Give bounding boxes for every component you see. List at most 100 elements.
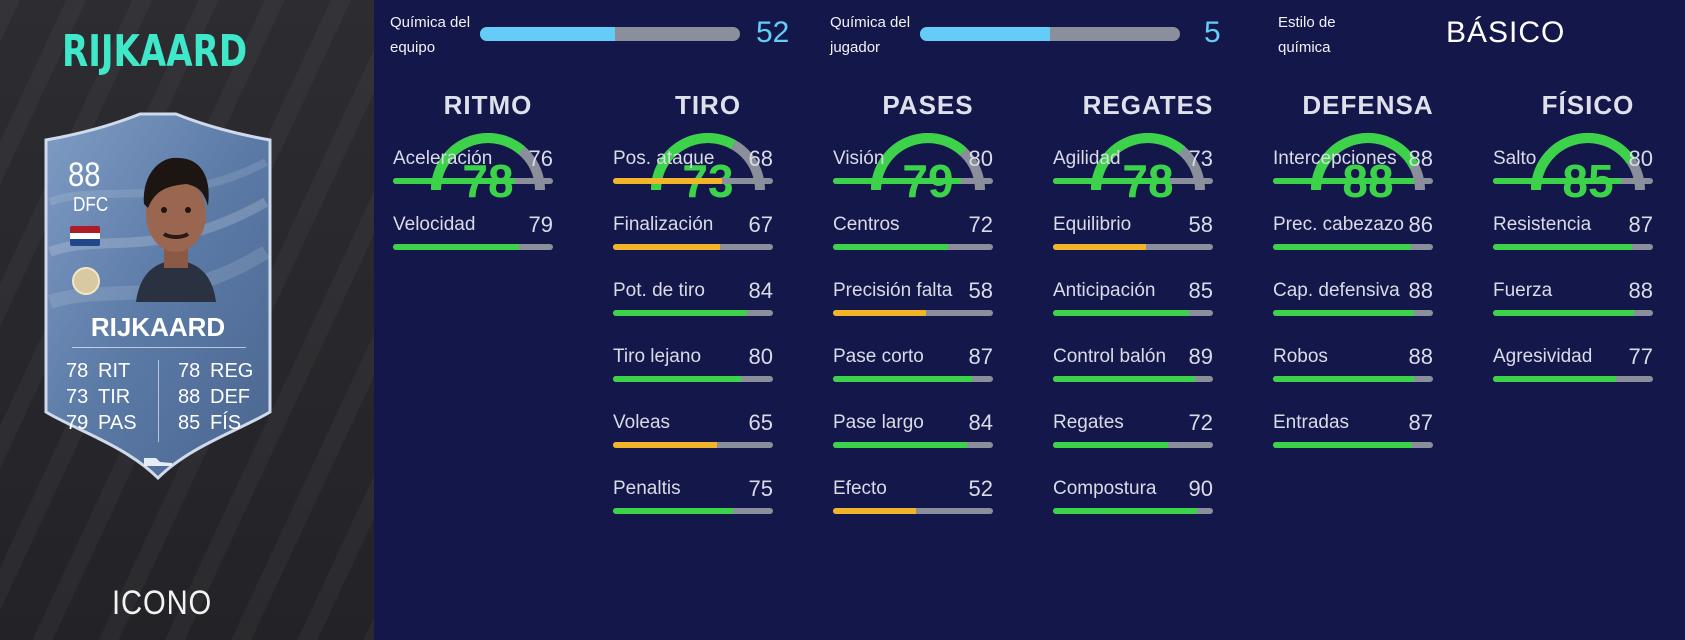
attribute-bar [393,178,553,184]
player-card: 88 DFC RIJKAARD 78 RIT 73 TIR 79 PAS 78 REG … [40,112,276,482]
attribute-name: Penaltis [613,478,681,499]
attribute-bar [1053,376,1213,382]
attribute-name: Precisión falta [833,280,953,301]
attribute-bar-fill [613,508,733,514]
attribute-value: 88 [1408,344,1433,369]
card-stat: 79 PAS [66,412,137,434]
category-gauge [431,133,545,191]
category-gauge [651,133,765,191]
attribute-name: Fuerza [1493,280,1553,301]
attribute-name: Centros [833,214,900,235]
attribute-bar-fill [393,244,520,250]
attribute-value: 84 [968,410,993,435]
attribute-name: Compostura [1053,478,1157,499]
attribute-value: 68 [748,146,773,171]
attribute-value: 80 [968,146,993,171]
attribute-bar [613,178,773,184]
attribute-name: Equilibrio [1053,214,1132,235]
attribute-value: 87 [1628,212,1653,237]
attribute-name: Visión [833,148,885,169]
attribute-value: 80 [1628,146,1653,171]
gauge-fill [651,133,736,191]
card-stat: 78 RIT [66,360,131,382]
card-divider [72,347,246,348]
attribute-name: Pos. ataque [613,148,715,169]
attribute-value: 90 [1188,476,1213,501]
attribute-value: 67 [748,212,773,237]
player-chem-label: Química del jugador [830,14,911,56]
attribute-bar [613,310,773,316]
attribute-bar [1493,376,1653,382]
attribute-bar [833,178,993,184]
attribute-bar [393,244,553,250]
player-chem-value: 5 [1204,16,1221,49]
attribute-value: 87 [1408,410,1433,435]
attribute-name: Entradas [1273,412,1350,433]
attribute-value: 65 [748,410,773,435]
attribute-value: 52 [968,476,993,501]
icon-badge-icon [72,267,100,295]
attribute-bar [1493,178,1653,184]
category-gauge [871,133,985,191]
attribute-name: Finalización [613,214,714,235]
attribute-value: 58 [968,278,993,303]
category-title: FÍSICO [1541,90,1635,120]
team-chem-label: Química del equipo [390,14,471,56]
card-stat: 73 TIR [66,386,131,408]
attribute-value: 72 [968,212,993,237]
attribute-bar [1053,442,1213,448]
attribute-bar-fill [1493,310,1634,316]
attribute-name: Pase largo [833,412,924,433]
category-gauge [1091,133,1205,191]
attribute-bar-fill [1273,310,1414,316]
gauge-fill [871,133,967,191]
attribute-bar [1053,244,1213,250]
attribute-bar-fill [613,376,741,382]
attribute-name: Control balón [1053,346,1167,367]
attribute-bar-fill [1053,310,1189,316]
attribute-bar-fill [1273,178,1414,184]
card-stat: 78 REG [178,360,254,382]
category-title: DEFENSA [1302,90,1434,120]
boot-icon [144,458,172,466]
attribute-bar [613,508,773,514]
attribute-value: 76 [528,146,553,171]
attribute-bar [1273,376,1433,382]
attribute-bar [1273,244,1433,250]
category-title: REGATES [1082,90,1214,120]
attribute-name: Voleas [613,412,671,433]
attribute-name: Agresividad [1493,346,1593,367]
attribute-bar-fill [1493,178,1621,184]
category-gauge [1531,133,1645,191]
attribute-bar [1273,178,1433,184]
attribute-name: Velocidad [393,214,476,235]
attribute-value: 89 [1188,344,1213,369]
category-gauge [1311,133,1425,191]
category-title: TIRO [674,90,742,120]
chem-style-value[interactable]: BÁSICO [1446,16,1566,49]
player-portrait [136,157,216,302]
attribute-value: 58 [1188,212,1213,237]
attribute-name: Agilidad [1053,148,1121,169]
attribute-bar [1053,178,1213,184]
attribute-name: Pot. de tiro [613,280,705,301]
attribute-value: 85 [1188,278,1213,303]
attribute-bar-fill [1053,244,1146,250]
attribute-value: 87 [968,344,993,369]
gauge-fill [431,133,526,191]
attribute-bar [1493,310,1653,316]
attribute-bar-fill [613,310,748,316]
card-divider-vertical [158,360,159,442]
attribute-name: Anticipación [1053,280,1156,301]
attribute-bar-fill [833,178,961,184]
attribute-bar-fill [833,442,968,448]
attribute-bar [613,442,773,448]
attribute-name: Pase corto [833,346,924,367]
gauge-fill [1091,133,1186,191]
attribute-bar [833,442,993,448]
attribute-bar-fill [1053,178,1170,184]
attribute-name: Regates [1053,412,1124,433]
attribute-value: 84 [748,278,773,303]
attribute-bar-fill [393,178,515,184]
card-stat: 88 DEF [178,386,250,408]
